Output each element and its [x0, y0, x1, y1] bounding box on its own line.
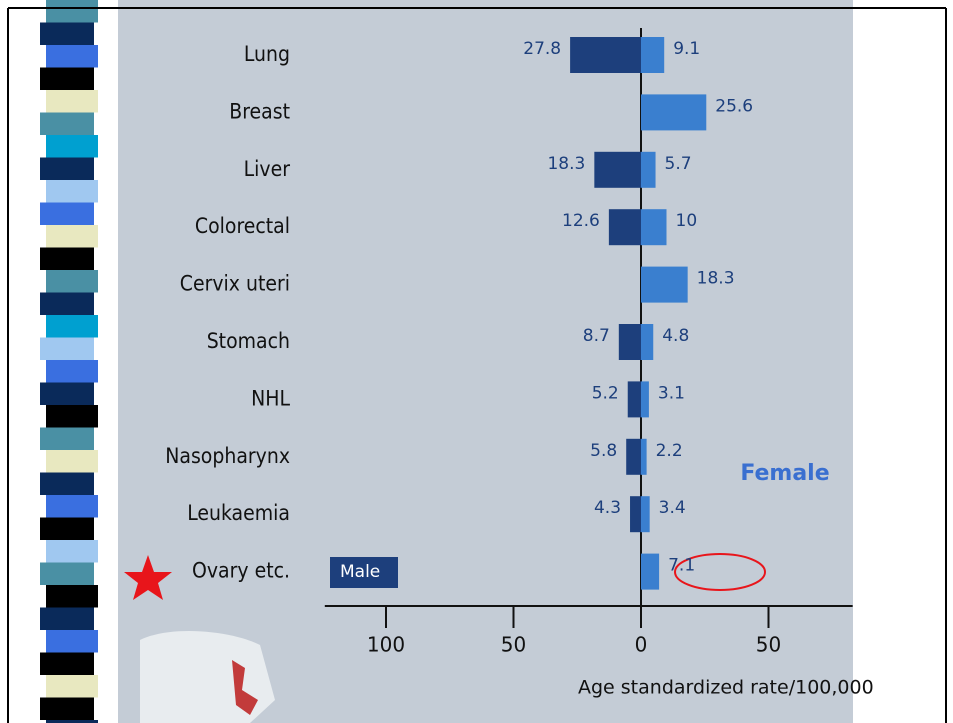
- stripe: [40, 248, 94, 271]
- category-label: Ovary etc.: [192, 559, 290, 583]
- stripes: [40, 0, 98, 723]
- stripe: [46, 45, 98, 68]
- stripe: [46, 225, 98, 248]
- value-label: 18.3: [547, 154, 585, 174]
- bar: [641, 381, 649, 417]
- x-tick-label: 100: [367, 633, 405, 657]
- bar: [641, 209, 667, 245]
- stripe: [46, 585, 98, 608]
- category-label: Lung: [244, 42, 290, 66]
- legend-label: Male: [340, 562, 380, 582]
- stripe: [40, 23, 94, 46]
- value-label: 5.2: [592, 383, 619, 403]
- stripe: [40, 383, 94, 406]
- stripe: [46, 495, 98, 518]
- stripe: [40, 203, 94, 226]
- stripe: [40, 698, 94, 721]
- stripe: [40, 113, 94, 136]
- stripe: [40, 518, 94, 541]
- stripe: [40, 608, 94, 631]
- category-label: Colorectal: [195, 214, 290, 238]
- bar: [570, 37, 641, 73]
- bar: [628, 381, 641, 417]
- value-label: 3.4: [659, 498, 686, 518]
- value-label: 12.6: [562, 211, 600, 231]
- category-label: NHL: [251, 386, 290, 410]
- bar: [609, 209, 641, 245]
- value-label: 7.1: [668, 556, 695, 576]
- value-label: 5.8: [590, 441, 617, 461]
- stripe: [40, 428, 94, 451]
- stripe: [46, 360, 98, 383]
- category-label: Breast: [229, 99, 290, 123]
- x-tick-label: 0: [635, 633, 648, 657]
- value-label: 3.1: [658, 383, 685, 403]
- stripe: [46, 90, 98, 113]
- category-label: Liver: [244, 157, 291, 181]
- stripe: [40, 338, 94, 361]
- bar: [594, 152, 641, 188]
- value-label: 10: [676, 211, 698, 231]
- stripe: [40, 293, 94, 316]
- bar: [641, 37, 664, 73]
- bar: [641, 496, 650, 532]
- stripe: [40, 158, 94, 181]
- bar: [641, 554, 659, 590]
- stripe: [46, 675, 98, 698]
- bar: [641, 94, 706, 130]
- value-label: 8.7: [583, 326, 610, 346]
- bar: [641, 324, 653, 360]
- slide: Male Female Age standardized rate/100,00…: [0, 0, 953, 723]
- bar: [619, 324, 641, 360]
- stripe: [46, 540, 98, 563]
- value-label: 18.3: [697, 269, 735, 289]
- value-label: 9.1: [673, 39, 700, 59]
- stripe: [46, 180, 98, 203]
- bar: [630, 496, 641, 532]
- stripe: [46, 630, 98, 653]
- bar: [641, 152, 656, 188]
- stripe: [46, 450, 98, 473]
- stripe: [40, 473, 94, 496]
- category-label: Leukaemia: [187, 501, 290, 525]
- stripe: [40, 563, 94, 586]
- stripe: [40, 653, 94, 676]
- stripe: [46, 0, 98, 23]
- x-axis-title: Age standardized rate/100,000: [578, 677, 874, 699]
- value-label: 2.2: [656, 441, 683, 461]
- bar: [641, 439, 647, 475]
- map: [140, 631, 275, 723]
- bar: [626, 439, 641, 475]
- value-label: 5.7: [665, 154, 692, 174]
- stripe: [46, 405, 98, 428]
- value-label: 27.8: [523, 39, 561, 59]
- value-label: 4.3: [594, 498, 621, 518]
- value-label: 4.8: [662, 326, 689, 346]
- category-label: Stomach: [207, 329, 290, 353]
- category-label: Cervix uteri: [180, 272, 290, 296]
- stripe: [46, 270, 98, 293]
- bar: [641, 267, 688, 303]
- legend-label: Female: [740, 461, 829, 486]
- stripe: [40, 68, 94, 91]
- x-tick-label: 50: [501, 633, 526, 657]
- value-label: 25.6: [715, 96, 753, 116]
- stripe: [46, 315, 98, 338]
- x-tick-label: 50: [756, 633, 781, 657]
- category-label: Nasopharynx: [165, 444, 290, 468]
- stripe: [46, 135, 98, 158]
